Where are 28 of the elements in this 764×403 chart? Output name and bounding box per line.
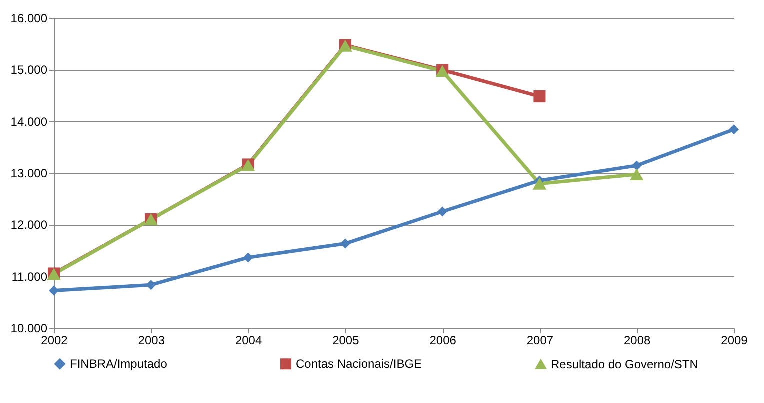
x-tick-label: 2003	[138, 334, 166, 348]
x-tick-label: 2002	[41, 334, 68, 348]
y-tick-label: 13.000	[10, 166, 48, 180]
legend-label: Resultado do Governo/STN	[551, 357, 698, 372]
y-tick-label: 16.000	[10, 12, 48, 26]
point	[630, 168, 644, 181]
legend-label: FINBRA/Imputado	[70, 357, 168, 372]
x-tick-label: 2009	[721, 334, 748, 348]
legend-label: Contas Nacionais/IBGE	[296, 357, 422, 372]
point	[729, 124, 739, 135]
x-tick-label: 2007	[526, 334, 554, 348]
point	[532, 178, 547, 190]
y-tick-label: 12.000	[10, 218, 48, 232]
point	[340, 238, 350, 249]
point	[632, 160, 642, 171]
x-tick-label: 2006	[430, 334, 457, 348]
y-tick-label: 14.000	[10, 114, 48, 129]
point	[438, 206, 448, 217]
y-tick-label: 11.000	[12, 270, 48, 284]
x-tick-label: 2005	[332, 334, 360, 348]
point	[49, 286, 59, 296]
y-tick-label: 15.000	[10, 63, 48, 78]
point	[146, 280, 156, 290]
x-tick-label: 2008	[624, 334, 652, 348]
y-tick-label: 10.000	[10, 322, 48, 336]
point	[534, 90, 546, 103]
point	[243, 252, 254, 263]
x-tick-label: 2004	[235, 334, 262, 348]
